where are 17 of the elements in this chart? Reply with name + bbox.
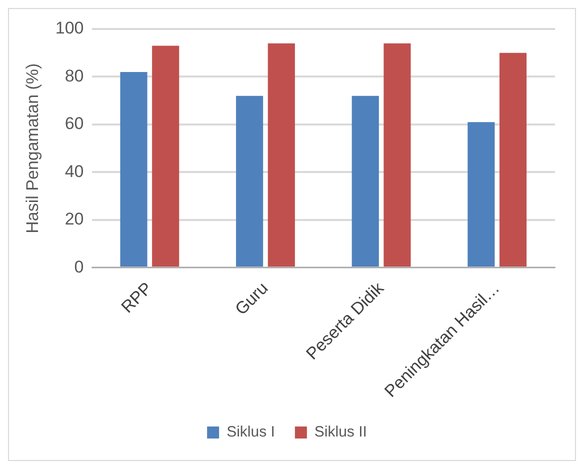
legend-label: Siklus II (314, 424, 367, 441)
bar (468, 122, 495, 267)
bar (352, 96, 379, 267)
y-tick-label: 100 (55, 18, 84, 38)
bar (152, 46, 180, 267)
y-tick-label: 20 (64, 210, 84, 229)
bar (384, 43, 411, 267)
y-tick-label: 80 (64, 66, 84, 86)
y-tick-label: 60 (64, 114, 84, 134)
legend-label: Siklus I (226, 424, 275, 441)
y-tick-label: 40 (64, 162, 84, 181)
bar (268, 43, 295, 267)
y-axis-title: Hasil Pengamatan (%) (22, 63, 42, 234)
bar (499, 52, 527, 267)
bar (120, 72, 148, 267)
bar (236, 96, 264, 267)
y-tick-label: 0 (74, 257, 84, 276)
